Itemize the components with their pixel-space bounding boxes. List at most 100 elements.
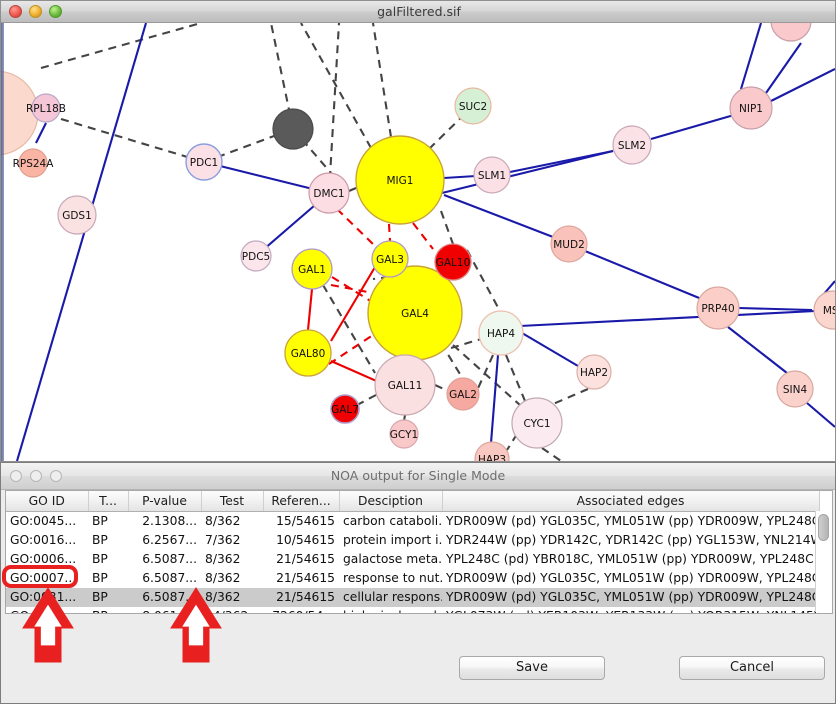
node-circle[interactable] [31,93,61,123]
table-row[interactable]: GO:0016... BP 6.2567... 7/362 10/54615 p… [6,531,819,550]
cell-p-value: 6.5087... [142,552,197,566]
node-label: PDC1 [190,157,218,169]
node-circle[interactable] [272,108,314,150]
node-circle[interactable] [291,248,333,290]
node-circle[interactable] [355,135,445,225]
node-circle[interactable] [454,87,492,125]
cell-go-id: GO:0031... [6,588,88,607]
node-label: GAL10 [436,257,471,269]
network-graph[interactable]: .e-pp{stroke:#1a1aaa;stroke-width:2.1;fi… [1,23,835,461]
node-label: MUD2 [553,239,585,251]
cell-type: BP [92,552,108,566]
node-label: GCY1 [390,429,418,441]
node-circle[interactable] [374,354,436,416]
node-circle[interactable] [308,172,350,214]
table-row[interactable]: GO:0006... BP 6.5087... 8/362 21/54615 g… [6,550,819,569]
node-circle[interactable] [240,240,272,272]
column-header-associated-edges[interactable]: Associated edges [442,491,820,512]
table-row[interactable]: GO:0065... BP 8.0614... 94/362 7260/54..… [6,607,819,613]
column-header-description[interactable]: Desciption [339,491,443,512]
cell-p-value: 6.2567... [142,533,197,547]
noa-zoom-button[interactable] [50,470,62,482]
node-circle[interactable] [371,240,409,278]
noa-results-table[interactable]: GO ID T... P-value Test Referen... Desci… [6,491,820,613]
node-circle[interactable] [696,286,740,330]
cell-test: 8/362 [205,571,241,585]
node-label: MSL5 [823,305,835,317]
cell-reference: 21/54615 [263,588,339,607]
node-circle[interactable] [330,394,360,424]
node-circle[interactable] [389,419,419,449]
zoom-button[interactable] [49,5,62,18]
table-header-row: GO ID T... P-value Test Referen... Desci… [6,491,820,512]
cell-go-id: GO:0045... [10,514,77,528]
table-vertical-scrollbar[interactable] [815,511,830,612]
node-label: NIP1 [739,103,763,115]
canvas-left-border [1,23,4,461]
scrollbar-thumb[interactable] [818,514,829,541]
node-circle[interactable] [478,310,524,356]
window-traffic-lights[interactable] [9,5,62,18]
node-circle[interactable] [729,86,773,130]
node-circle[interactable] [550,225,588,263]
node-label: PDC5 [242,251,270,263]
column-header-test[interactable]: Test [201,491,264,512]
table-row[interactable]: GO:0007... BP 6.5087... 8/362 21/54615 r… [6,569,819,588]
table-row-selected[interactable]: GO:0031... BP 6.5087... 8/362 21/54615 c… [6,588,819,607]
cell-description: protein import i... [343,533,442,547]
node-circle[interactable] [474,441,510,461]
node-circle[interactable] [576,354,612,390]
save-button[interactable]: Save [459,656,605,680]
cell-type: BP [92,514,108,528]
node-circle[interactable] [446,377,480,411]
cell-associated-edges: YDR009W (pd) YGL035C, YML051W (pp) YDR00… [446,514,819,528]
cancel-button[interactable]: Cancel [679,656,825,680]
node-circle[interactable] [473,156,511,194]
node-circle[interactable] [57,195,97,235]
node-label: SUC2 [459,101,487,113]
noa-results-table-container[interactable]: GO ID T... P-value Test Referen... Desci… [5,490,833,614]
cell-description: galactose meta... [343,552,442,566]
cell-associated-edges: YPL248C (pd) YBR018C, YML051W (pp) YDR00… [446,552,819,566]
table-row[interactable]: GO:0045... BP 2.1308... 8/362 15/54615 c… [6,512,819,532]
column-header-reference[interactable]: Referen... [263,491,340,512]
cell-p-value: 6.5087... [142,571,197,585]
node-circle[interactable] [612,125,652,165]
cell-p-value: 2.1308... [142,514,197,528]
noa-output-dialog: NOA output for Single Mode GO ID T... P-… [0,462,836,704]
network-canvas[interactable]: .e-pp{stroke:#1a1aaa;stroke-width:2.1;fi… [1,23,835,461]
column-header-type[interactable]: T... [88,491,129,512]
cell-type: BP [88,588,128,607]
network-titlebar[interactable]: galFiltered.sif [1,1,835,23]
node-circle[interactable] [776,370,814,408]
node-label: MIG1 [387,175,414,187]
window-title: galFiltered.sif [377,4,461,19]
minimize-button[interactable] [29,5,42,18]
column-header-p-value[interactable]: P-value [128,491,202,512]
node-circle[interactable] [511,397,563,449]
node-label: GDS1 [62,210,92,222]
node-circle[interactable] [284,329,332,377]
node-label: CYC1 [524,418,551,430]
node-label: HAP3 [478,454,506,461]
node-circle[interactable] [185,143,223,181]
cell-reference: 21/54615 [276,552,335,566]
node-label: SIN4 [783,384,808,396]
noa-minimize-button[interactable] [30,470,42,482]
cell-go-id: GO:0006... [10,552,77,566]
noa-close-button[interactable] [10,470,22,482]
node-circle[interactable] [813,290,835,330]
node-circle[interactable] [434,243,472,281]
node-label: PRP40 [701,303,734,315]
node-circle[interactable] [770,23,812,42]
node-circle[interactable] [18,148,48,178]
cell-type: BP [88,607,128,613]
cell-description: carbon cataboli... [343,514,442,528]
column-header-go-id[interactable]: GO ID [6,491,89,512]
noa-titlebar[interactable]: NOA output for Single Mode [1,463,835,490]
table-body: GO:0045... BP 2.1308... 8/362 15/54615 c… [6,512,819,613]
node-layer[interactable]: RPL18B RPS24A GDS1 PDC1 PDC5 DMC1 MIG1 S [1,23,835,461]
noa-traffic-lights[interactable] [10,470,62,482]
close-button[interactable] [9,5,22,18]
